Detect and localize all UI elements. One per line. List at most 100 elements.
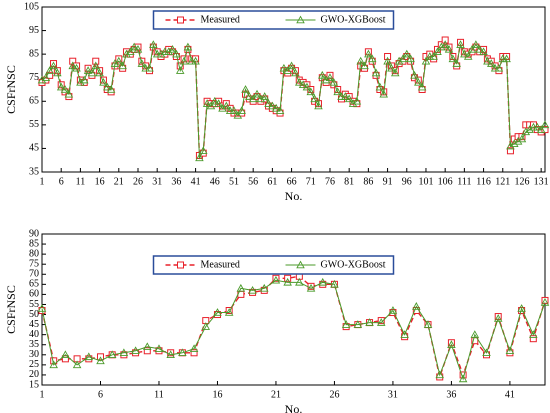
- marker: [72, 360, 82, 369]
- marker: [435, 370, 444, 379]
- marker: [494, 63, 504, 72]
- marker: [444, 45, 454, 53]
- y-tick-label: 45: [29, 319, 39, 330]
- x-tick-label: 106: [438, 176, 453, 187]
- legend-box: [152, 255, 395, 275]
- marker: [49, 360, 58, 369]
- marker: [272, 274, 280, 282]
- marker: [506, 147, 514, 155]
- x-tick-label: 41: [191, 176, 201, 187]
- marker: [414, 78, 423, 86]
- y-tick-label: 90: [29, 228, 39, 239]
- marker: [224, 308, 234, 316]
- marker: [236, 283, 246, 292]
- y-tick-label: 35: [29, 166, 39, 177]
- marker: [172, 49, 181, 58]
- series-line: [41, 275, 546, 380]
- y-tick-label: 35: [29, 339, 39, 350]
- marker: [87, 68, 97, 77]
- marker: [45, 66, 54, 74]
- legend-box: [152, 10, 395, 30]
- marker: [376, 318, 386, 326]
- legend: Measured GWO-XGBoost: [152, 255, 395, 275]
- marker: [458, 374, 468, 383]
- marker: [440, 40, 450, 48]
- marker: [131, 346, 140, 355]
- x-tick-label: 131: [534, 176, 549, 187]
- y-tick-label: 60: [29, 289, 39, 300]
- marker: [521, 127, 531, 136]
- x-tick-label: 16: [212, 389, 222, 400]
- x-tick-label: 81: [344, 176, 354, 187]
- marker: [352, 96, 362, 105]
- marker: [398, 54, 408, 63]
- marker: [126, 47, 135, 56]
- marker: [460, 49, 469, 58]
- x-tick-label: 101: [418, 176, 433, 187]
- x-tick-label: 21: [114, 176, 124, 187]
- marker: [57, 81, 65, 89]
- marker: [463, 52, 473, 60]
- marker: [510, 139, 519, 147]
- series: [38, 272, 549, 381]
- marker: [61, 355, 69, 363]
- marker: [91, 61, 101, 70]
- marker: [241, 85, 250, 93]
- marker: [329, 78, 339, 86]
- marker: [233, 111, 243, 119]
- x-tick-label: 16: [95, 176, 105, 187]
- y-tick-label: 45: [29, 143, 39, 154]
- marker: [41, 73, 51, 81]
- marker: [384, 53, 392, 60]
- marker: [306, 87, 316, 96]
- marker: [225, 307, 233, 315]
- marker: [371, 68, 381, 77]
- x-tick-label: 116: [476, 176, 491, 187]
- marker: [210, 96, 220, 105]
- x-tick-label: 11: [154, 389, 164, 400]
- marker: [310, 94, 319, 103]
- marker: [417, 82, 427, 91]
- marker: [298, 80, 308, 89]
- marker: [68, 61, 77, 70]
- x-tick-label: 46: [210, 176, 220, 187]
- marker: [248, 285, 257, 294]
- legend: Measured GWO-XGBoost: [152, 10, 395, 30]
- marker: [482, 348, 491, 357]
- marker: [37, 304, 47, 312]
- marker: [64, 89, 74, 98]
- marker: [295, 277, 304, 286]
- marker: [56, 82, 66, 91]
- y-tick-label: 85: [29, 48, 39, 59]
- y-tick-label: 25: [29, 359, 39, 370]
- marker: [294, 78, 304, 86]
- marker: [60, 85, 70, 93]
- y-tick-label: 95: [29, 25, 39, 36]
- marker: [95, 68, 104, 77]
- marker: [483, 56, 492, 65]
- marker: [271, 275, 281, 284]
- marker: [502, 54, 511, 63]
- x-tick-label: 41: [505, 389, 515, 400]
- marker: [191, 56, 200, 65]
- x-tick-label: 11: [76, 176, 86, 187]
- x-tick-label: 111: [457, 176, 471, 187]
- x-tick-label: 6: [59, 176, 64, 187]
- marker: [166, 350, 175, 359]
- y-tick-label: 65: [29, 96, 39, 107]
- marker: [517, 134, 527, 143]
- marker: [306, 283, 316, 292]
- marker: [252, 89, 262, 98]
- marker: [106, 85, 116, 93]
- marker: [268, 101, 277, 110]
- marker: [394, 56, 404, 65]
- y-tick-label: 15: [29, 379, 39, 390]
- series: [37, 40, 550, 162]
- x-axis-label: No.: [285, 402, 303, 413]
- marker: [260, 92, 269, 100]
- marker: [367, 54, 377, 63]
- marker: [333, 87, 342, 96]
- y-tick-label: 40: [29, 329, 39, 340]
- legend-label: GWO-XGBoost: [321, 14, 386, 25]
- y-tick-label: 85: [29, 238, 39, 249]
